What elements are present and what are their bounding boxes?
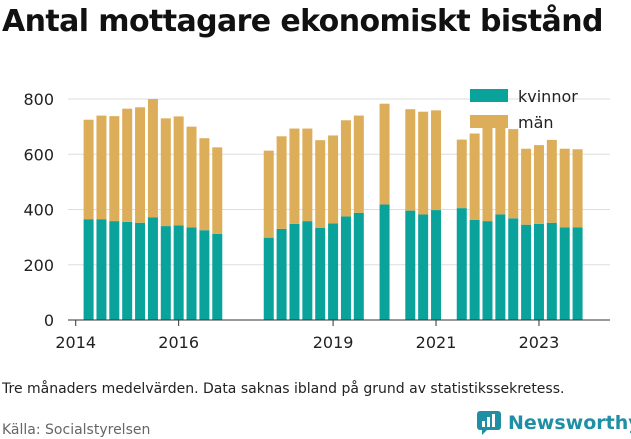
- legend-label-man: män: [518, 113, 554, 132]
- legend: kvinnor män: [470, 87, 578, 132]
- bar-kvinnor: [173, 225, 184, 320]
- stacked-bar-chart: 0 200 400 600 800 2014 2016 2019 2021 2023 kvinno…: [23, 87, 610, 352]
- bar-kvinnor: [572, 227, 583, 320]
- y-tick-label-0: 0: [44, 311, 54, 330]
- legend-label-kvinnor: kvinnor: [518, 87, 578, 106]
- bar-man: [495, 125, 506, 215]
- legend-swatch-man: [470, 115, 508, 128]
- bar-kvinnor: [533, 223, 544, 320]
- x-tick-label-2014: 2014: [55, 333, 96, 352]
- bar-man: [469, 133, 480, 220]
- bar-man: [328, 135, 339, 224]
- gridlines: [68, 98, 610, 266]
- bar-kvinnor: [431, 210, 442, 320]
- bar-kvinnor: [405, 210, 416, 320]
- bar-kvinnor: [83, 219, 94, 320]
- bar-kvinnor: [546, 222, 557, 320]
- bar-kvinnor: [263, 237, 274, 320]
- axes: 0 200 400 600 800 2014 2016 2019 2021 2023: [23, 90, 610, 352]
- bar-man: [186, 126, 197, 228]
- bar-man: [83, 119, 94, 220]
- bar-kvinnor: [212, 233, 223, 320]
- chart-caption: Tre månaders medelvärden. Data saknas ib…: [2, 381, 565, 397]
- legend-swatch-kvinnor: [470, 89, 508, 102]
- bar-man: [546, 139, 557, 223]
- bar-kvinnor: [469, 219, 480, 320]
- bar-kvinnor: [495, 214, 506, 320]
- x-tick-label-2019: 2019: [313, 333, 354, 352]
- brand-name: Newsworthy: [508, 412, 631, 434]
- bar-man: [353, 115, 364, 213]
- bar-man: [559, 148, 570, 228]
- bar-kvinnor: [122, 221, 133, 320]
- x-tick-label-2021: 2021: [416, 333, 457, 352]
- bar-man: [456, 139, 467, 209]
- bar-kvinnor: [418, 214, 429, 320]
- bar-man: [418, 111, 429, 215]
- y-tick-label-600: 600: [23, 145, 54, 164]
- y-tick-label-400: 400: [23, 201, 54, 220]
- newsworthy-logo-icon: [477, 411, 501, 435]
- x-tick-label-2016: 2016: [158, 333, 199, 352]
- bar-kvinnor: [315, 228, 326, 320]
- bar-kvinnor: [186, 227, 197, 320]
- bar-kvinnor: [559, 227, 570, 320]
- y-tick-label-200: 200: [23, 256, 54, 275]
- bar-man: [109, 116, 120, 222]
- bar-kvinnor: [96, 219, 107, 320]
- bar-man: [572, 149, 583, 228]
- bar-man: [379, 103, 390, 205]
- bar-man: [533, 145, 544, 224]
- chart-title: Antal mottagare ekonomiskt bistånd: [2, 4, 603, 39]
- bar-man: [405, 109, 416, 211]
- bar-man: [160, 118, 171, 227]
- bar-kvinnor: [328, 223, 339, 320]
- bar-man: [302, 128, 313, 222]
- bar-man: [122, 108, 133, 222]
- bar-man: [263, 150, 274, 238]
- bar-kvinnor: [160, 226, 171, 320]
- bar-kvinnor: [482, 221, 493, 320]
- bar-man: [173, 116, 184, 226]
- bar-man: [276, 136, 287, 229]
- bar-man: [96, 115, 107, 220]
- bar-kvinnor: [276, 228, 287, 320]
- bar-man: [508, 129, 519, 219]
- bar-kvinnor: [199, 230, 210, 320]
- bar-kvinnor: [135, 222, 146, 320]
- bar-man: [135, 107, 146, 223]
- source-credit: Källa: Socialstyrelsen: [2, 422, 151, 438]
- y-tick-label-800: 800: [23, 90, 54, 109]
- bar-man: [482, 125, 493, 222]
- bar-man: [289, 128, 300, 224]
- brand-logo[interactable]: Newsworthy: [476, 410, 631, 436]
- bar-man: [431, 110, 442, 211]
- bar-man: [315, 140, 326, 229]
- bar-kvinnor: [508, 218, 519, 320]
- bar-man: [199, 138, 210, 231]
- bar-man: [212, 147, 223, 234]
- bar-man: [521, 148, 532, 225]
- bar-kvinnor: [379, 204, 390, 320]
- bar-kvinnor: [302, 221, 313, 320]
- bar-kvinnor: [353, 212, 364, 320]
- x-tick-label-2023: 2023: [519, 333, 560, 352]
- bar-kvinnor: [289, 223, 300, 320]
- bar-kvinnor: [109, 221, 120, 320]
- bar-kvinnor: [340, 216, 351, 320]
- bar-kvinnor: [147, 217, 158, 320]
- bar-kvinnor: [456, 208, 467, 320]
- bar-kvinnor: [521, 224, 532, 320]
- bars: [83, 99, 583, 320]
- bar-man: [147, 99, 158, 218]
- bar-man: [340, 120, 351, 217]
